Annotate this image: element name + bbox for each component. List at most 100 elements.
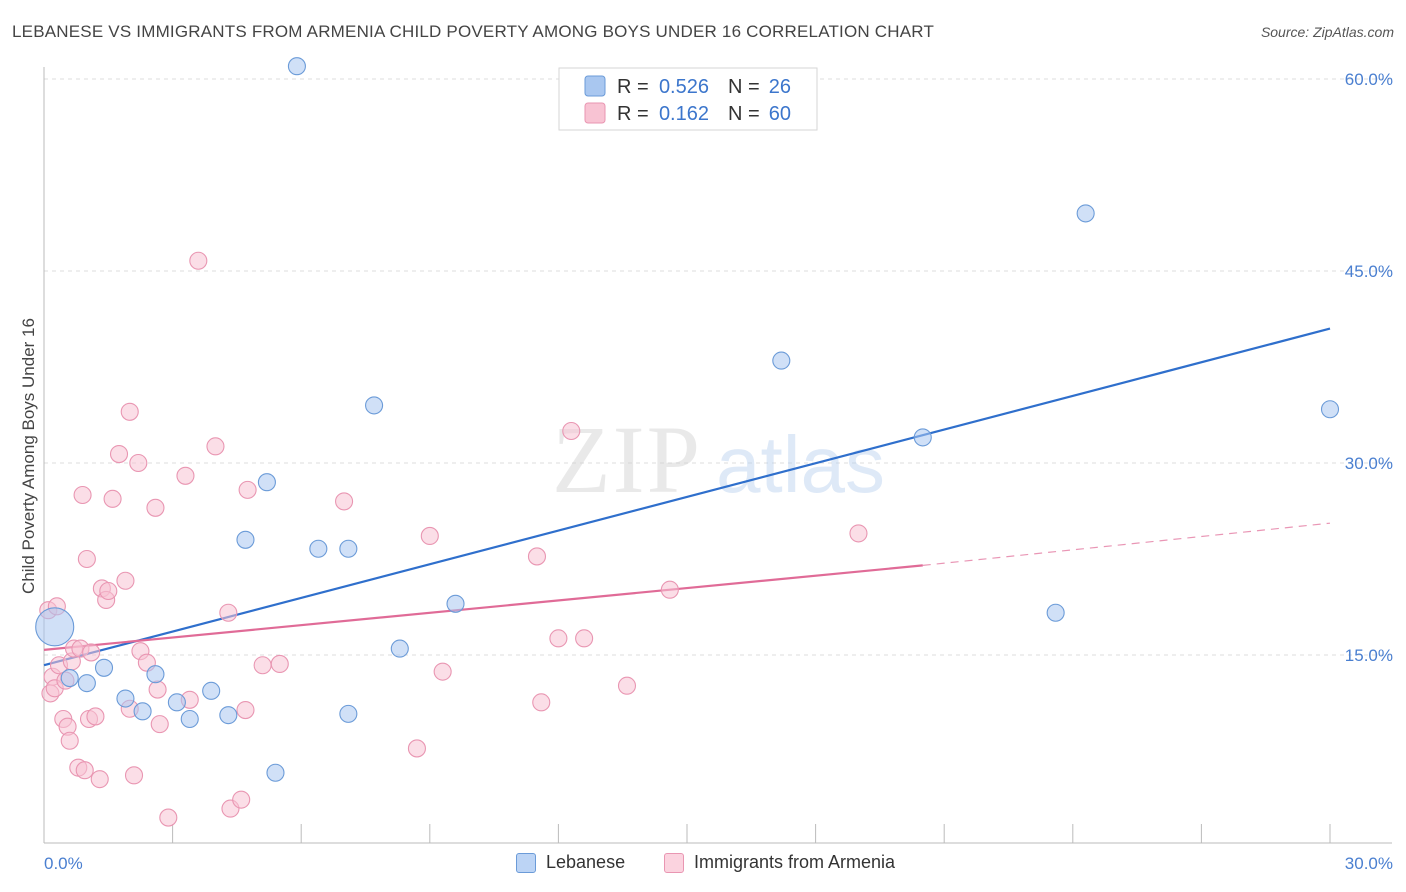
- point-armenia: [109, 444, 129, 464]
- point-armenia: [75, 761, 94, 780]
- x-tick-label-start: 0.0%: [44, 854, 83, 873]
- point-armenia: [99, 581, 118, 601]
- point-lebanese: [309, 539, 328, 558]
- point-lebanese: [339, 704, 358, 723]
- point-armenia: [129, 453, 148, 473]
- point-lebanese: [35, 607, 75, 647]
- point-armenia: [124, 766, 144, 785]
- point-lebanese: [116, 689, 135, 708]
- legend-swatch-lebanese: [516, 852, 536, 873]
- point-armenia: [527, 547, 547, 566]
- point-lebanese: [236, 530, 255, 549]
- point-armenia: [86, 707, 105, 726]
- point-armenia: [206, 437, 225, 456]
- point-armenia: [103, 489, 122, 508]
- y-tick-label: 45.0%: [1345, 262, 1393, 281]
- legend-swatch-armenia: [664, 852, 684, 873]
- point-lebanese: [772, 351, 791, 370]
- point-armenia: [60, 731, 79, 750]
- point-lebanese: [257, 473, 276, 492]
- point-lebanese: [287, 57, 306, 76]
- legend-label-lebanese: Lebanese: [546, 852, 626, 872]
- point-armenia: [575, 629, 594, 648]
- point-armenia: [146, 498, 165, 517]
- stats-r-value-0: 0.526: [659, 76, 709, 98]
- watermark: ZIP atlas: [552, 406, 885, 513]
- point-armenia: [433, 662, 452, 681]
- point-lebanese: [339, 539, 358, 558]
- point-lebanese: [202, 681, 221, 700]
- stats-swatch-1: [584, 102, 606, 124]
- point-lebanese: [146, 665, 165, 684]
- point-armenia: [189, 251, 208, 270]
- point-lebanese: [1320, 400, 1340, 419]
- point-lebanese: [180, 709, 199, 729]
- point-armenia: [148, 680, 167, 699]
- watermark-atlas: atlas: [716, 420, 885, 509]
- point-lebanese: [1076, 204, 1095, 223]
- data-points: [35, 57, 1340, 827]
- y-tick-label: 60.0%: [1345, 70, 1393, 89]
- point-armenia: [77, 549, 96, 569]
- point-lebanese: [94, 658, 114, 677]
- point-armenia: [176, 466, 195, 485]
- trend-line-1: [43, 564, 923, 651]
- point-armenia: [407, 739, 426, 758]
- point-lebanese: [913, 428, 932, 447]
- trend-line-dashed-1: [922, 522, 1331, 566]
- point-armenia: [270, 654, 289, 674]
- point-armenia: [617, 676, 637, 695]
- point-lebanese: [60, 668, 79, 688]
- point-armenia: [549, 629, 568, 648]
- stats-swatch-0: [584, 75, 606, 97]
- stats-n-value-0: 26: [769, 76, 791, 98]
- point-armenia: [660, 580, 679, 599]
- point-armenia: [232, 790, 251, 809]
- point-armenia: [532, 693, 551, 712]
- point-lebanese: [390, 639, 409, 658]
- legend-item-lebanese[interactable]: Lebanese: [516, 852, 625, 873]
- x-tick-labels: 0.0% 30.0%: [44, 854, 1393, 873]
- point-armenia: [335, 492, 354, 511]
- stats-n-value-1: 60: [769, 103, 791, 125]
- point-lebanese: [219, 706, 238, 725]
- point-armenia: [420, 526, 439, 546]
- stats-n-label-1: N =: [728, 103, 760, 125]
- stats-r-label-1: R =: [617, 103, 649, 125]
- point-armenia: [73, 485, 92, 505]
- legend-item-armenia[interactable]: Immigrants from Armenia: [664, 852, 895, 873]
- point-armenia: [849, 524, 868, 543]
- point-armenia: [120, 402, 139, 421]
- x-tick-label-end: 30.0%: [1345, 854, 1393, 873]
- stats-legend: R = 0.526 N = 26 R = 0.162 N = 60: [558, 67, 818, 131]
- stats-n-label-0: N =: [728, 76, 760, 98]
- point-armenia: [90, 770, 109, 789]
- stats-r-value-1: 0.162: [659, 103, 709, 125]
- point-lebanese: [446, 594, 465, 613]
- trend-lines: [43, 327, 1331, 667]
- point-lebanese: [133, 702, 152, 721]
- bottom-legend: Lebanese Immigrants from Armenia: [0, 852, 1406, 878]
- point-armenia: [219, 603, 238, 622]
- point-lebanese: [77, 674, 96, 693]
- source-credit: Source: ZipAtlas.com: [1260, 24, 1394, 40]
- y-tick-labels: 15.0% 30.0% 45.0% 60.0%: [1345, 70, 1393, 665]
- chart-title: LEBANESE VS IMMIGRANTS FROM ARMENIA CHIL…: [12, 22, 935, 41]
- point-armenia: [82, 643, 101, 662]
- point-armenia: [150, 715, 169, 734]
- point-armenia: [238, 480, 257, 499]
- point-armenia: [159, 808, 178, 827]
- point-armenia: [236, 700, 255, 720]
- y-tick-label: 30.0%: [1345, 454, 1393, 473]
- y-tick-label: 15.0%: [1345, 646, 1393, 665]
- watermark-zip: ZIP: [552, 406, 702, 513]
- stats-r-label-0: R =: [617, 76, 649, 98]
- point-lebanese: [266, 763, 285, 782]
- gridlines: [44, 78, 1392, 656]
- point-armenia: [253, 656, 272, 675]
- point-lebanese: [1046, 603, 1065, 622]
- point-armenia: [116, 571, 135, 590]
- legend-label-armenia: Immigrants from Armenia: [694, 852, 896, 872]
- y-axis-label: Child Poverty Among Boys Under 16: [19, 318, 38, 594]
